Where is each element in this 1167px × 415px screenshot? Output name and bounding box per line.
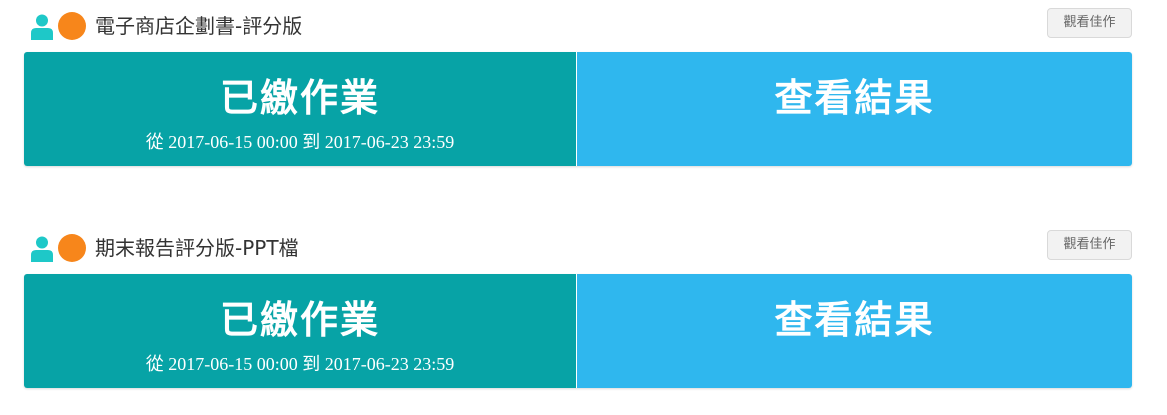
assignment-title: 期末報告評分版-PPT檔 — [95, 236, 299, 260]
assignment-panel: 已繳作業 從 2017-06-15 00:00 到 2017-06-23 23:… — [24, 274, 1132, 388]
orange-dot-icon — [58, 12, 86, 40]
view-results-button[interactable]: 查看結果 — [577, 52, 1132, 166]
submitted-homework-button[interactable]: 已繳作業 從 2017-06-15 00:00 到 2017-06-23 23:… — [24, 274, 577, 388]
view-results-button[interactable]: 查看結果 — [577, 274, 1132, 388]
assignment-card: 期末報告評分版-PPT檔 觀看佳作 已繳作業 從 2017-06-15 00:0… — [24, 228, 1132, 388]
view-showcase-button[interactable]: 觀看佳作 — [1047, 230, 1132, 260]
assignment-header: 電子商店企劃書-評分版 觀看佳作 — [24, 6, 1132, 46]
submission-period: 從 2017-06-15 00:00 到 2017-06-23 23:59 — [145, 132, 455, 152]
view-showcase-button[interactable]: 觀看佳作 — [1047, 8, 1132, 38]
assignment-panel: 已繳作業 從 2017-06-15 00:00 到 2017-06-23 23:… — [24, 52, 1132, 166]
submission-period: 從 2017-06-15 00:00 到 2017-06-23 23:59 — [145, 354, 455, 374]
view-results-label: 查看結果 — [774, 76, 935, 120]
assignment-header: 期末報告評分版-PPT檔 觀看佳作 — [24, 228, 1132, 268]
assignment-card: 電子商店企劃書-評分版 觀看佳作 已繳作業 從 2017-06-15 00:00… — [24, 6, 1132, 166]
assignment-title: 電子商店企劃書-評分版 — [95, 14, 303, 38]
orange-dot-icon — [58, 234, 86, 262]
person-icon — [31, 14, 53, 40]
submitted-label: 已繳作業 — [219, 298, 380, 342]
submitted-label: 已繳作業 — [219, 76, 380, 120]
submitted-homework-button[interactable]: 已繳作業 從 2017-06-15 00:00 到 2017-06-23 23:… — [24, 52, 577, 166]
view-results-label: 查看結果 — [774, 298, 935, 342]
person-icon — [31, 236, 53, 262]
